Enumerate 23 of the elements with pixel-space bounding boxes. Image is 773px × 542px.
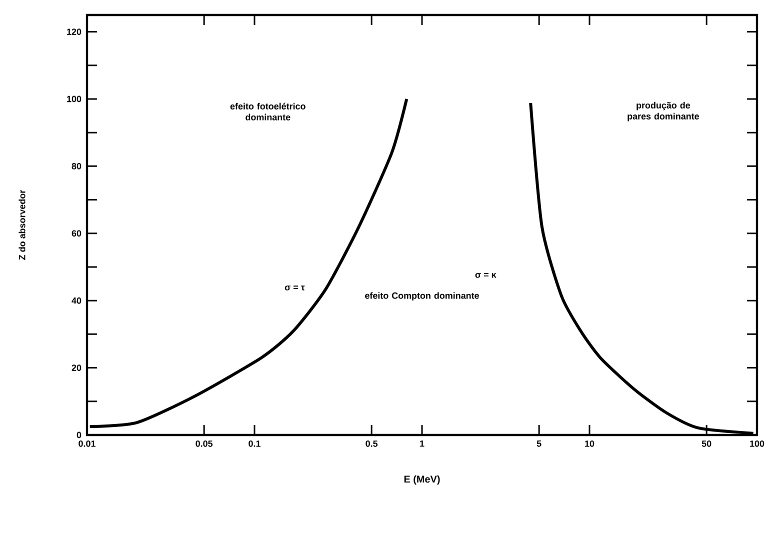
y-tick-label: 60 [72,230,82,237]
x-tick-label: 0.01 [78,440,96,447]
x-axis-title: E (MeV) [404,475,440,485]
annotation: produção de pares dominante [628,102,700,122]
x-tick-label: 50 [702,440,712,447]
annotation: efeito fotoelétrico dominante [230,102,306,120]
x-tick-label: 0.5 [366,440,378,447]
annotation: σ = κ [475,272,496,278]
annotation: σ = τ [284,286,305,290]
x-tick-label: 100 [750,440,764,447]
y-tick-label: 40 [72,297,82,304]
x-tick-label: 10 [585,440,594,447]
x-tick-label: 0.1 [248,440,260,447]
x-tick-label: 0.05 [196,440,213,447]
y-tick-label: 120 [67,28,82,35]
y-axis-title: Z do absorvedor [18,190,26,260]
y-tick-label: 0 [76,432,82,438]
y-tick-label: 80 [72,163,82,170]
y-tick-label: 20 [72,364,82,371]
x-tick-label: 5 [536,440,542,447]
y-tick-label: 100 [67,96,82,102]
x-tick-label: 1 [420,440,424,447]
annotation: efeito Compton dominante [365,292,479,301]
